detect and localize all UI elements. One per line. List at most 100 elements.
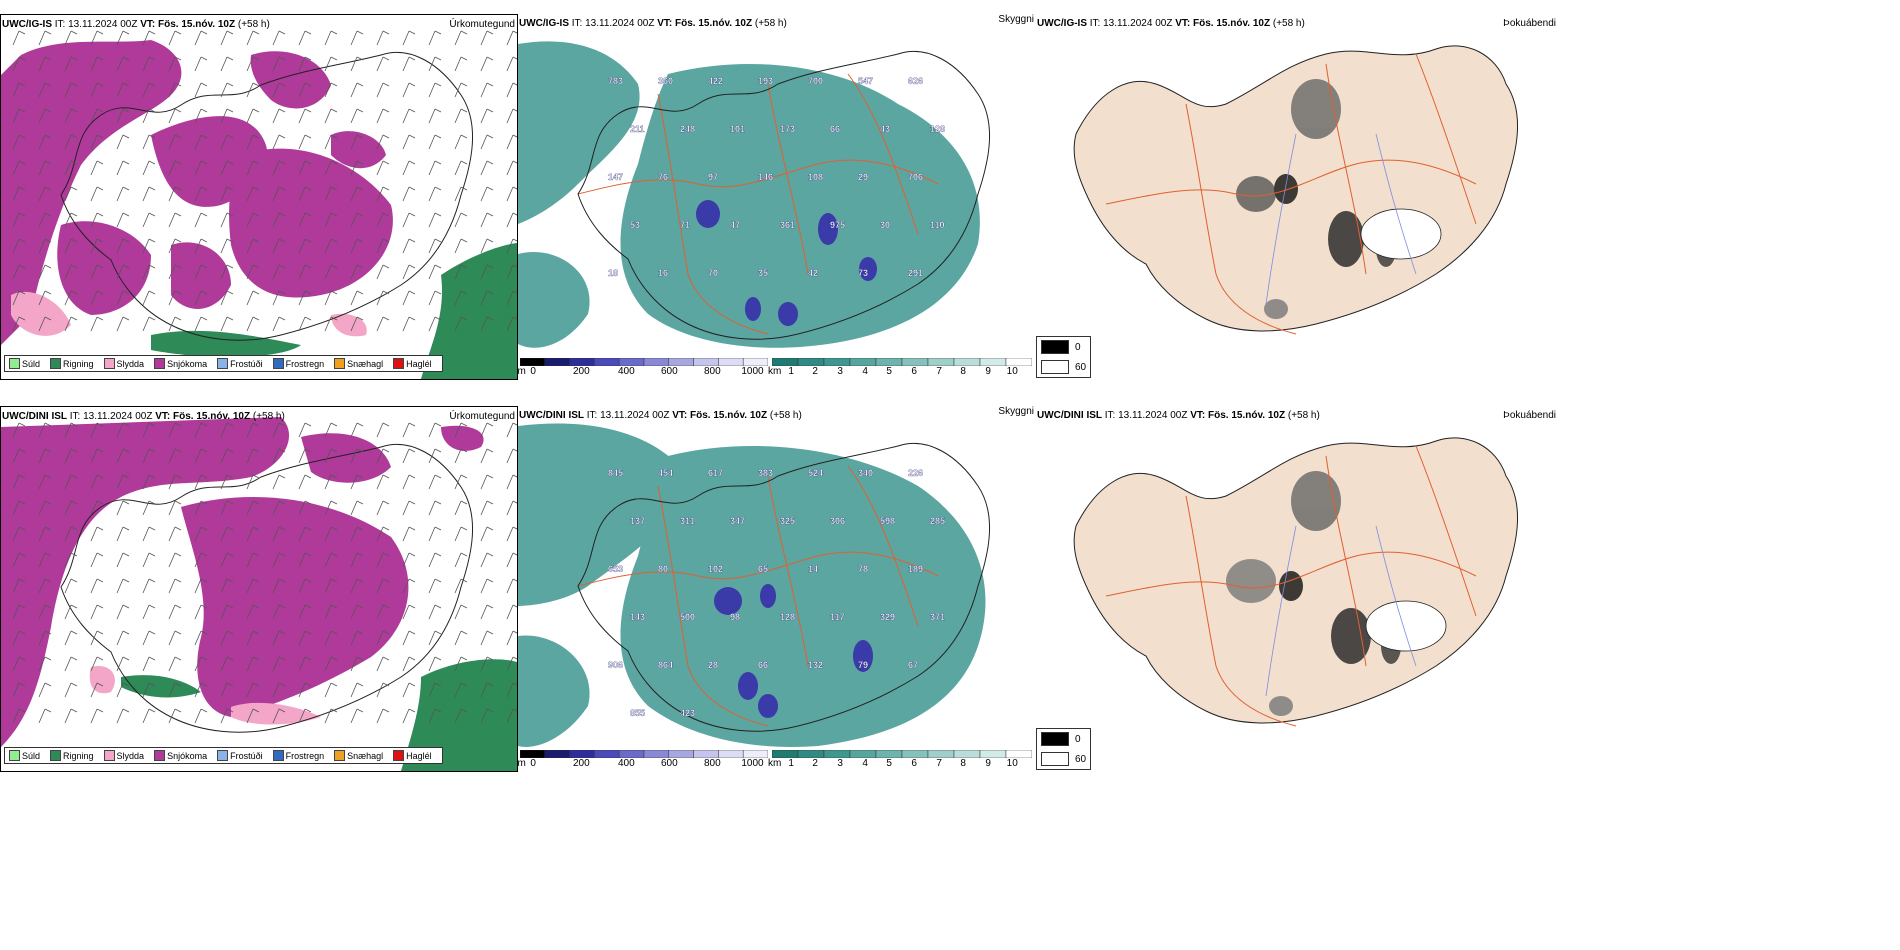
wind-barb [116, 186, 124, 202]
wind-barb [38, 448, 46, 464]
wind-barb [194, 212, 202, 228]
it-label: IT: [586, 410, 598, 421]
wind-barb [168, 290, 176, 306]
wind-barb [142, 290, 150, 306]
wind-barb [168, 448, 176, 464]
wind-barb [350, 578, 358, 594]
wind-barb [142, 160, 150, 176]
wind-barb [90, 630, 98, 646]
glacier-white [1360, 208, 1442, 260]
wind-barb [220, 552, 228, 568]
snow-areas [1, 40, 393, 345]
wind-barb [506, 186, 514, 202]
wind-barb [142, 630, 150, 646]
wind-barb-flag [356, 212, 364, 217]
wind-barb-flag [200, 604, 208, 609]
wind-barb-flag [356, 290, 364, 295]
wind-barb-flag [252, 682, 260, 687]
iceland-outline [577, 442, 990, 732]
wind-barb-flag [460, 708, 468, 713]
wind-barb-flag [226, 656, 234, 661]
wind-barb-flag [252, 56, 260, 61]
tick: 2 [812, 758, 818, 769]
wind-barb [272, 108, 280, 124]
colorbar-swatch [668, 750, 694, 758]
wind-barb-flag [252, 552, 260, 557]
wind-barb [90, 604, 98, 620]
elevation-label: 147 [608, 172, 623, 182]
wind-barb-flag [460, 474, 468, 479]
wind-barb-flag [512, 552, 517, 556]
wind-barb [64, 160, 72, 176]
wind-barb-flag [18, 212, 26, 217]
wind-barb [376, 108, 384, 124]
wind-barb [90, 264, 98, 280]
wind-barb [38, 30, 46, 46]
it-label: IT: [1104, 410, 1116, 421]
wind-barb [38, 56, 46, 72]
wind-barb [324, 630, 332, 646]
wind-barb [428, 552, 436, 568]
wind-barb [480, 604, 488, 620]
field-name-vis: Skyggni [998, 14, 1034, 25]
wind-barb [428, 578, 436, 594]
wind-barb-flag [304, 186, 312, 191]
wind-barb [272, 264, 280, 280]
wind-barb-flag [200, 108, 208, 113]
wind-barb [38, 134, 46, 150]
wind-barb-flag [356, 448, 364, 453]
wind-barb [12, 134, 20, 150]
cloudbase-colorbar: m 0 200 400 600 800 1000 [518, 750, 768, 770]
wind-barb [376, 474, 384, 490]
wind-barb [402, 448, 410, 464]
wind-barb [272, 578, 280, 594]
legend-item: Slydda [103, 358, 144, 369]
field-name-precip: Úrkomutegund [449, 411, 515, 422]
wind-barb [428, 186, 436, 202]
row2-precip-panel: UWC/DINI ISL IT: 13.11.2024 00Z VT: Fös.… [0, 406, 518, 772]
wind-barb-flag [512, 264, 517, 268]
wind-barb-flag [278, 630, 286, 635]
wind-barb-flag [44, 264, 52, 269]
fog-legend-row: 60 [1037, 357, 1090, 377]
wind-barb-flag [200, 212, 208, 217]
wind-barb [272, 526, 280, 542]
fog-legend-row: 0 [1037, 337, 1090, 357]
vt-value: Fös. 15.nóv. 10Z [1208, 410, 1286, 421]
wind-barb-flag [434, 290, 442, 295]
wind-barb-flag [44, 526, 52, 531]
wind-barb-flag [18, 186, 26, 191]
wind-barb [324, 238, 332, 254]
wind-barb-flag [460, 56, 468, 61]
wind-barb [298, 82, 306, 98]
wind-barb-flag [460, 500, 468, 505]
wind-barb [350, 708, 358, 724]
wind-barb [298, 30, 306, 46]
wind-barb-flag [148, 212, 156, 217]
wind-barb [376, 526, 384, 542]
wind-barb [506, 134, 514, 150]
elevation-label: 617 [708, 468, 723, 478]
visibility-colorbar-gradient [772, 750, 1032, 758]
wind-barb-flag [356, 160, 364, 165]
elevation-label: 311 [680, 516, 695, 526]
wind-barb [506, 160, 514, 176]
wind-barb-flag [122, 134, 130, 139]
wind-barb-flag [304, 160, 312, 165]
wind-barb [454, 604, 462, 620]
wind-barb-flag [252, 290, 260, 295]
wind-barb-flag [382, 474, 390, 479]
wind-barb-flag [44, 160, 52, 165]
wind-barb [480, 134, 488, 150]
legend-item: Frostúði [217, 358, 263, 369]
wind-barb-flag [486, 212, 494, 217]
wind-barb-flag [122, 552, 130, 557]
wind-barb-flag [356, 578, 364, 583]
wind-barb [454, 708, 462, 724]
wind-barb-flag [434, 108, 442, 113]
it-value: 13.11.2024 00Z [585, 18, 655, 29]
wind-barb [38, 526, 46, 542]
colorbar-swatch [693, 358, 719, 366]
wind-barb-flag [18, 656, 26, 661]
model-name: UWC/IG-IS [519, 18, 569, 29]
